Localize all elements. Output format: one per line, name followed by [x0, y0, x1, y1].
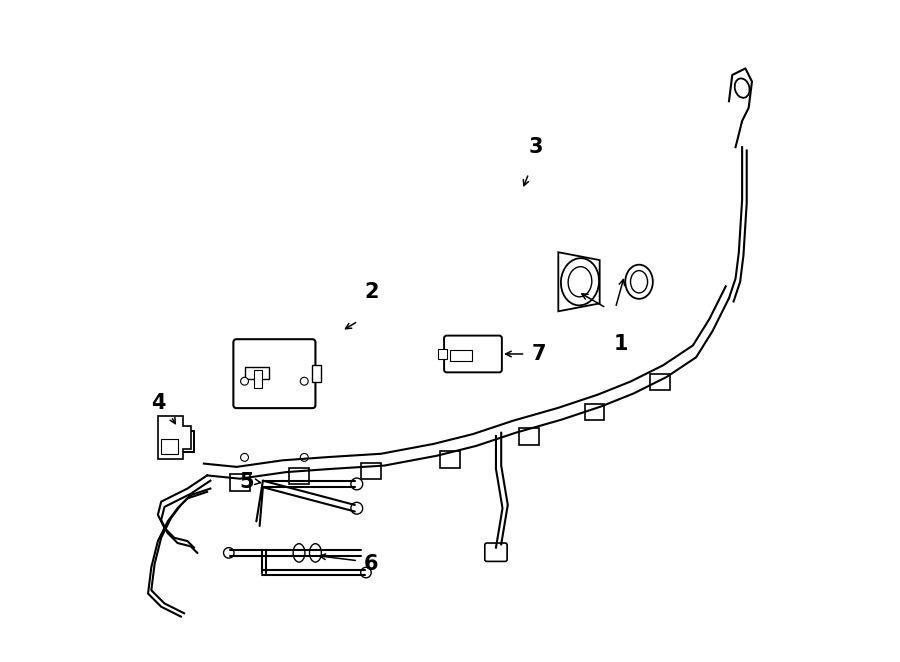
Ellipse shape	[293, 544, 305, 562]
Circle shape	[301, 377, 308, 385]
FancyBboxPatch shape	[230, 474, 250, 491]
FancyBboxPatch shape	[650, 373, 670, 390]
Circle shape	[223, 547, 234, 558]
FancyBboxPatch shape	[167, 432, 194, 452]
Ellipse shape	[568, 267, 592, 297]
Text: 4: 4	[150, 393, 165, 413]
Circle shape	[301, 453, 308, 461]
FancyBboxPatch shape	[440, 451, 460, 467]
Bar	[450, 350, 472, 361]
Polygon shape	[558, 252, 599, 311]
Circle shape	[240, 377, 248, 385]
Circle shape	[351, 478, 363, 490]
Polygon shape	[158, 416, 191, 459]
Bar	[312, 365, 321, 382]
Ellipse shape	[734, 78, 750, 98]
Text: 3: 3	[528, 137, 543, 157]
Circle shape	[361, 567, 371, 578]
Text: 1: 1	[614, 334, 628, 354]
FancyBboxPatch shape	[519, 428, 538, 445]
Bar	[438, 349, 447, 359]
Ellipse shape	[310, 544, 321, 562]
Ellipse shape	[561, 258, 599, 305]
Circle shape	[240, 453, 248, 461]
FancyBboxPatch shape	[289, 467, 309, 484]
FancyBboxPatch shape	[485, 543, 507, 561]
Bar	[160, 440, 177, 453]
Circle shape	[351, 502, 363, 514]
Bar	[255, 370, 262, 388]
Ellipse shape	[626, 265, 652, 299]
Text: 6: 6	[364, 554, 379, 574]
FancyBboxPatch shape	[233, 339, 315, 408]
FancyBboxPatch shape	[362, 463, 381, 479]
Bar	[245, 367, 269, 379]
Text: 7: 7	[531, 344, 546, 364]
FancyBboxPatch shape	[585, 404, 604, 420]
FancyBboxPatch shape	[444, 336, 502, 372]
Text: 5: 5	[239, 472, 254, 492]
Ellipse shape	[631, 271, 648, 293]
Text: 2: 2	[364, 281, 379, 302]
